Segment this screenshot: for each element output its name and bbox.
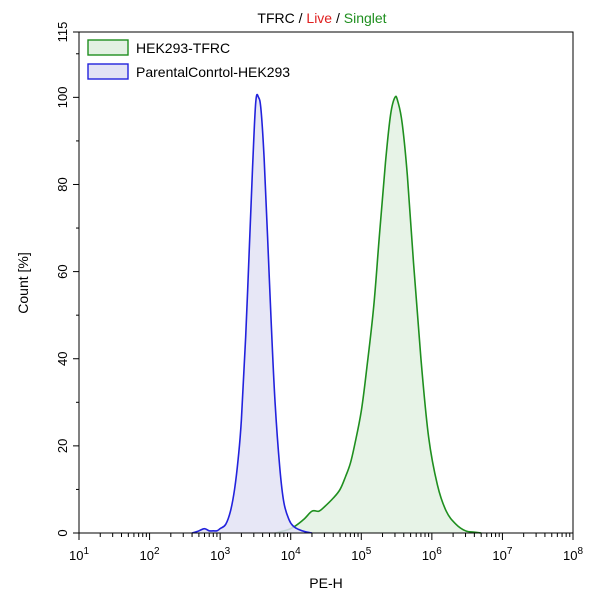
x-tick-label: 107 <box>492 546 512 563</box>
y-tick-label: 115 <box>55 22 70 43</box>
series-0-line <box>274 95 482 534</box>
x-tick-label: 102 <box>140 546 160 563</box>
title-part-tfrc: TFRC <box>257 10 294 26</box>
series-layer <box>191 93 482 534</box>
series-1-area <box>192 94 312 534</box>
legend-label-0: HEK293-TFRC <box>136 40 230 56</box>
y-tick-label: 40 <box>55 352 70 366</box>
title-part-singlet: Singlet <box>344 10 387 26</box>
title-separator-2: / <box>332 10 344 26</box>
y-tick-label: 20 <box>55 439 70 453</box>
x-tick-label: 106 <box>422 546 442 563</box>
title-separator-1: / <box>295 10 307 26</box>
y-axis-title: Count [%] <box>15 252 31 313</box>
y-tick-label: 80 <box>55 177 70 191</box>
y-tick-label: 0 <box>55 529 70 536</box>
x-tick-label: 101 <box>69 546 89 563</box>
series-1-line <box>191 93 313 534</box>
legend: HEK293-TFRC ParentalConrtol-HEK293 <box>87 39 290 80</box>
x-tick-label: 105 <box>351 546 371 563</box>
series-0-area <box>275 96 482 533</box>
x-axis: 101 102 103 104 105 106 107 108 <box>69 533 583 563</box>
plot-frame <box>78 31 574 534</box>
title-part-live: Live <box>306 10 332 26</box>
x-tick-label: 108 <box>563 546 583 563</box>
x-tick-label: 104 <box>281 546 301 563</box>
y-axis: 0 20 40 60 80 100 115 <box>55 22 79 537</box>
legend-swatch-1 <box>87 63 129 80</box>
y-tick-label: 60 <box>55 264 70 278</box>
legend-label-1: ParentalConrtol-HEK293 <box>136 64 290 80</box>
y-tick-label: 100 <box>55 86 70 108</box>
chart-title: TFRC / Live / Singlet <box>257 10 386 26</box>
legend-swatch-0 <box>87 39 129 56</box>
x-axis-title: PE-H <box>309 575 342 591</box>
x-tick-label: 103 <box>210 546 230 563</box>
